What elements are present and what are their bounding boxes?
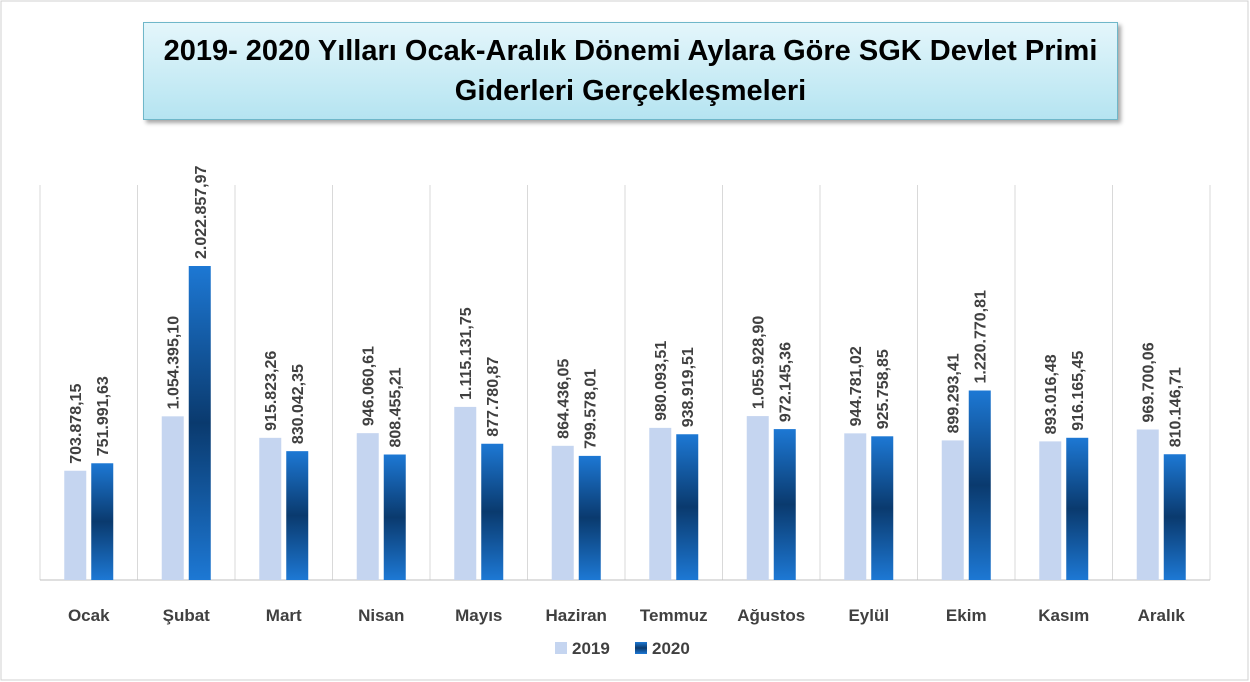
- value-label: 2.022.857,97: [193, 165, 210, 259]
- value-label: 864.436,05: [556, 359, 573, 439]
- value-label: 972.145,36: [778, 342, 795, 422]
- bar: [871, 436, 894, 580]
- bar: [649, 427, 672, 580]
- bar: [941, 440, 964, 580]
- bar: [773, 429, 796, 580]
- bar: [383, 454, 406, 580]
- bar: [161, 416, 184, 580]
- x-tick-label: Temmuz: [640, 606, 708, 625]
- bar: [1066, 437, 1089, 580]
- value-label: 916.165,45: [1070, 351, 1087, 431]
- value-label: 877.780,87: [485, 357, 502, 437]
- value-label: 810.146,71: [1168, 367, 1185, 447]
- bar: [578, 455, 601, 580]
- value-label: 915.823,26: [263, 351, 280, 431]
- x-tick-label: Ekim: [946, 606, 987, 625]
- x-tick-label: Aralık: [1138, 606, 1186, 625]
- bar: [676, 434, 699, 580]
- x-tick-label: Ağustos: [737, 606, 805, 625]
- bar: [844, 433, 867, 580]
- value-label: 1.220.770,81: [973, 290, 990, 384]
- bar: [188, 266, 211, 580]
- bar: [1039, 441, 1062, 580]
- bar: [356, 433, 379, 580]
- legend-swatch: [555, 642, 567, 654]
- x-tick-label: Ocak: [68, 606, 110, 625]
- bar: [1163, 454, 1186, 580]
- value-label: 808.455,21: [388, 367, 405, 447]
- x-tick-label: Mart: [266, 606, 302, 625]
- legend-label: 2019: [572, 639, 610, 658]
- x-tick-label: Eylül: [848, 606, 889, 625]
- value-label: 893.016,48: [1043, 354, 1060, 434]
- chart-title: 2019- 2020 Yılları Ocak-Aralık Dönemi Ay…: [143, 22, 1118, 120]
- bar: [968, 390, 991, 580]
- x-tick-label: Mayıs: [455, 606, 502, 625]
- bar: [746, 416, 769, 580]
- x-tick-label: Haziran: [546, 606, 607, 625]
- x-tick-label: Kasım: [1038, 606, 1089, 625]
- value-label: 925.758,85: [875, 349, 892, 429]
- bar: [64, 470, 87, 580]
- value-label: 799.578,01: [583, 369, 600, 449]
- bar: [551, 445, 574, 580]
- value-label: 1.055.928,90: [751, 316, 768, 410]
- legend-label: 2020: [652, 639, 690, 658]
- bar: [286, 451, 309, 580]
- value-label: 703.878,15: [68, 384, 85, 464]
- bar: [91, 463, 114, 580]
- bar: [454, 406, 477, 580]
- value-label: 980.093,51: [653, 341, 670, 421]
- value-label: 944.781,02: [848, 346, 865, 426]
- value-label: 751.991,63: [95, 376, 112, 456]
- x-tick-label: Şubat: [163, 606, 211, 625]
- bar: [481, 443, 504, 580]
- value-label: 969.700,06: [1141, 342, 1158, 422]
- value-label: 899.293,41: [946, 353, 963, 433]
- bar: [259, 437, 282, 580]
- bar: [1136, 429, 1159, 580]
- value-label: 830.042,35: [290, 364, 307, 444]
- value-label: 938.919,51: [680, 347, 697, 427]
- value-label: 1.054.395,10: [166, 316, 183, 410]
- legend-swatch: [635, 642, 647, 654]
- x-tick-label: Nisan: [358, 606, 404, 625]
- value-label: 1.115.131,75: [458, 307, 475, 400]
- value-label: 946.060,61: [361, 346, 378, 426]
